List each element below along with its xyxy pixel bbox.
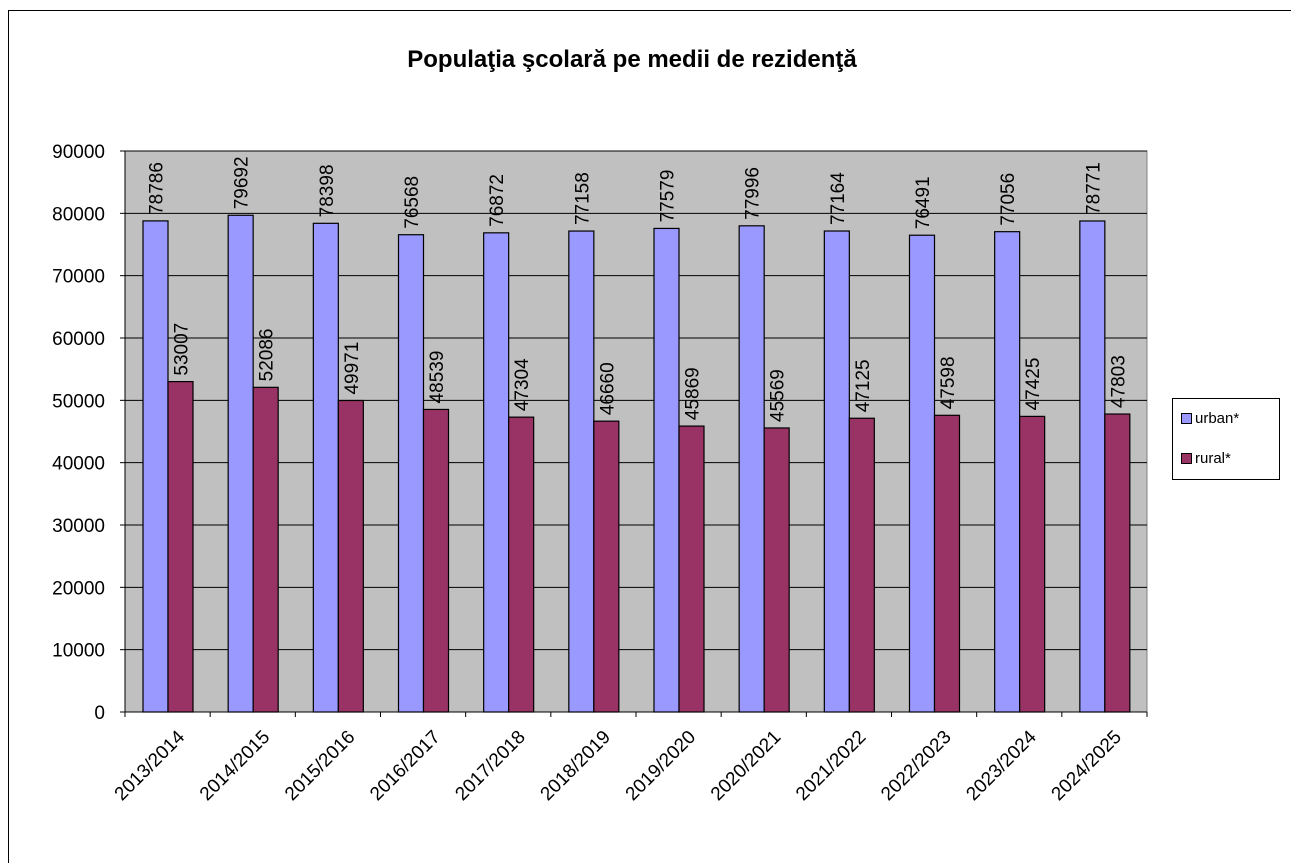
data-label-rural-4: 48539 bbox=[427, 351, 448, 404]
data-label-urban-5: 76872 bbox=[487, 174, 508, 227]
data-label-urban-6: 77158 bbox=[572, 172, 593, 225]
bar-urban-7 bbox=[653, 227, 680, 713]
bar-rural-6 bbox=[593, 420, 620, 713]
y-tick-label: 80000 bbox=[52, 204, 105, 225]
bar-urban-9 bbox=[823, 230, 850, 713]
plot-area bbox=[124, 150, 1148, 713]
bar-urban-4 bbox=[397, 234, 425, 713]
bar-rural-2 bbox=[252, 386, 279, 713]
data-label-rural-3: 49971 bbox=[342, 342, 363, 395]
bar-urban-6 bbox=[568, 230, 595, 713]
data-label-urban-12: 78771 bbox=[1083, 162, 1104, 215]
bar-urban-12 bbox=[1079, 220, 1106, 713]
data-label-urban-2: 79692 bbox=[232, 156, 253, 209]
x-tick-label: 2016/2017 bbox=[366, 727, 444, 805]
data-label-rural-11: 47425 bbox=[1023, 358, 1044, 411]
data-label-urban-3: 78398 bbox=[317, 164, 338, 217]
bar-urban-1 bbox=[142, 220, 169, 713]
data-label-rural-2: 52086 bbox=[257, 328, 278, 381]
chart-title: Populaţia şcolară pe medii de rezidenţă bbox=[407, 46, 857, 73]
legend-item-rural: rural* bbox=[1181, 449, 1231, 467]
bar-urban-10 bbox=[908, 234, 936, 713]
bar-urban-8 bbox=[738, 225, 765, 713]
bar-urban-3 bbox=[312, 222, 339, 713]
bar-rural-3 bbox=[337, 399, 364, 713]
data-label-urban-4: 76568 bbox=[402, 176, 423, 229]
data-label-rural-6: 46660 bbox=[597, 362, 618, 415]
x-tick-label: 2019/2020 bbox=[622, 727, 700, 805]
data-label-rural-1: 53007 bbox=[172, 323, 193, 376]
y-tick-label: 90000 bbox=[52, 142, 105, 163]
x-tick-label: 2018/2019 bbox=[537, 727, 615, 805]
data-label-rural-12: 47803 bbox=[1108, 355, 1129, 408]
y-tick-label: 10000 bbox=[52, 641, 105, 662]
legend-swatch-rural bbox=[1181, 452, 1192, 464]
bar-urban-2 bbox=[227, 214, 254, 713]
data-label-urban-7: 77579 bbox=[658, 170, 679, 223]
legend-label-urban: urban* bbox=[1195, 409, 1240, 427]
data-label-rural-10: 47598 bbox=[938, 356, 959, 409]
legend-item-urban: urban* bbox=[1181, 409, 1239, 427]
x-tick-label: 2023/2024 bbox=[962, 726, 1041, 805]
data-label-rural-7: 45869 bbox=[683, 367, 704, 420]
bar-rural-7 bbox=[678, 425, 705, 713]
bar-rural-10 bbox=[933, 414, 961, 713]
bar-rural-5 bbox=[508, 416, 535, 713]
y-tick-label: 70000 bbox=[52, 267, 105, 288]
bar-urban-5 bbox=[483, 232, 510, 713]
legend: urban* rural* bbox=[1172, 398, 1280, 480]
x-tick-label: 2017/2018 bbox=[451, 727, 529, 805]
legend-swatch-urban bbox=[1181, 412, 1192, 424]
y-tick-label: 30000 bbox=[52, 516, 105, 537]
data-label-urban-8: 77996 bbox=[743, 167, 764, 220]
bar-rural-9 bbox=[848, 417, 875, 713]
bar-rural-8 bbox=[763, 427, 790, 713]
data-label-rural-5: 47304 bbox=[512, 358, 533, 411]
bar-rural-4 bbox=[422, 408, 450, 713]
x-tick-label: 2022/2023 bbox=[877, 727, 955, 805]
y-tick-label: 20000 bbox=[52, 578, 105, 599]
data-label-urban-10: 76491 bbox=[913, 176, 934, 229]
legend-label-rural: rural* bbox=[1195, 449, 1231, 467]
bar-urban-11 bbox=[994, 231, 1021, 713]
x-tick-label: 2021/2022 bbox=[792, 727, 870, 805]
bar-rural-11 bbox=[1019, 415, 1046, 713]
data-label-rural-8: 45569 bbox=[768, 369, 789, 422]
y-tick-label: 60000 bbox=[52, 329, 105, 350]
bar-rural-1 bbox=[167, 380, 194, 713]
bar-rural-12 bbox=[1104, 413, 1131, 713]
y-tick-label: 0 bbox=[94, 703, 105, 724]
x-tick-label: 2013/2014 bbox=[111, 726, 190, 805]
x-tick-label: 2020/2021 bbox=[707, 727, 785, 805]
data-label-urban-11: 77056 bbox=[998, 173, 1019, 226]
y-tick-label: 50000 bbox=[52, 391, 105, 412]
data-label-urban-9: 77164 bbox=[828, 172, 849, 225]
data-label-urban-1: 78786 bbox=[147, 162, 168, 215]
x-tick-label: 2014/2015 bbox=[196, 727, 274, 805]
data-label-rural-9: 47125 bbox=[853, 359, 874, 412]
x-tick-label: 2024/2025 bbox=[1048, 727, 1126, 805]
y-tick-label: 40000 bbox=[52, 454, 105, 475]
x-tick-label: 2015/2016 bbox=[281, 727, 359, 805]
